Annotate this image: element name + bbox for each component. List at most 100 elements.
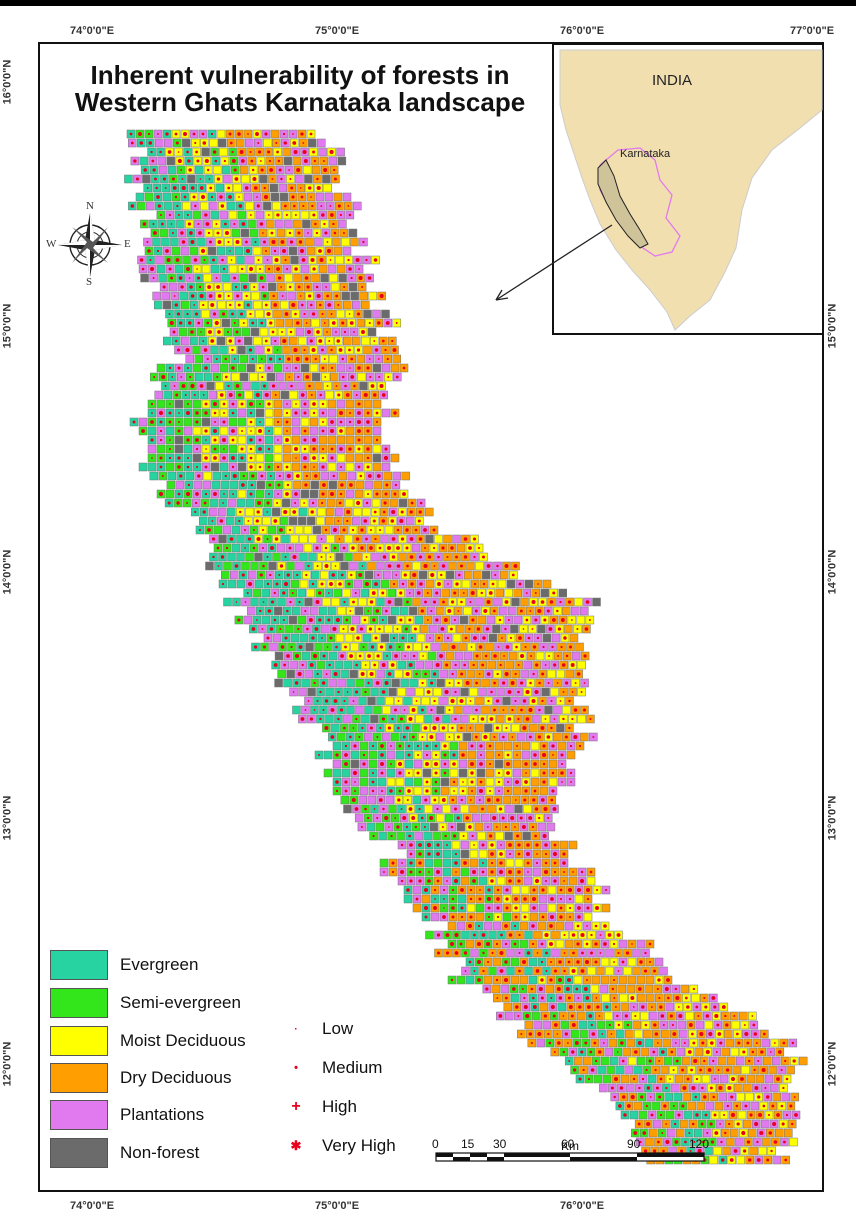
vulnerability-marker	[253, 286, 256, 288]
vulnerability-marker	[198, 285, 202, 289]
grid-cell	[764, 1074, 774, 1084]
vulnerability-marker	[222, 420, 226, 424]
vulnerability-marker	[521, 825, 526, 829]
vulnerability-marker	[562, 691, 565, 693]
vulnerability-marker	[390, 745, 392, 747]
vulnerability-marker	[562, 717, 565, 721]
vulnerability-marker	[517, 843, 521, 847]
grid-cell	[344, 552, 353, 562]
grid-cell	[344, 534, 353, 544]
vulnerability-marker	[603, 942, 607, 946]
vulnerability-marker	[464, 970, 467, 972]
vulnerability-marker	[594, 905, 600, 911]
grid-cell	[216, 246, 226, 256]
grid-cell	[677, 1020, 687, 1030]
grid-cell	[302, 219, 311, 229]
vulnerability-marker	[307, 232, 309, 234]
grid-cell	[622, 1047, 632, 1057]
vulnerability-marker	[393, 492, 397, 496]
grid-cell	[632, 966, 641, 976]
vulnerability-marker	[355, 394, 358, 396]
grid-cell	[323, 750, 333, 760]
grid-cell	[261, 588, 270, 598]
vulnerability-marker	[283, 663, 287, 667]
vulnerability-marker	[513, 564, 518, 568]
vulnerability-marker	[498, 869, 504, 875]
grid-cell	[736, 1092, 745, 1102]
grid-cell	[381, 462, 391, 472]
vulnerability-marker	[508, 879, 512, 883]
vulnerability-marker	[519, 816, 523, 820]
vulnerability-marker	[142, 222, 147, 226]
vulnerability-marker	[236, 294, 240, 298]
vulnerability-marker	[415, 897, 419, 901]
vulnerability-marker	[758, 1113, 762, 1117]
vulnerability-marker	[257, 150, 262, 154]
grid-cell	[475, 597, 484, 607]
vulnerability-marker	[701, 1041, 705, 1045]
grid-cell	[548, 777, 558, 787]
vulnerability-marker	[257, 258, 260, 262]
grid-cell	[241, 327, 251, 337]
vulnerability-marker	[522, 725, 527, 731]
grid-cell	[664, 1092, 673, 1102]
vulnerability-marker	[303, 438, 307, 442]
vulnerability-marker	[568, 1005, 573, 1009]
vulnerability-marker	[329, 428, 335, 434]
vulnerability-marker	[471, 834, 474, 838]
grid-cell	[319, 606, 328, 616]
vulnerability-marker	[436, 843, 440, 847]
vulnerability-marker	[442, 888, 446, 892]
vulnerability-marker	[192, 132, 196, 136]
vulnerability-marker	[617, 1023, 621, 1027]
vulnerability-marker	[367, 816, 370, 820]
vulnerability-marker	[542, 762, 546, 766]
vulnerability-marker	[577, 997, 580, 999]
vulnerability-marker	[544, 852, 548, 856]
grid-cell	[574, 597, 583, 607]
grid-cell	[644, 1038, 654, 1048]
vulnerability-marker	[443, 771, 447, 775]
vulnerability-marker	[544, 861, 548, 865]
grid-cell	[362, 633, 372, 643]
grid-cell	[605, 948, 614, 958]
vulnerability-marker	[188, 321, 192, 325]
vulnerability-marker	[285, 411, 289, 415]
grid-cell	[247, 606, 256, 616]
grid-cell	[599, 1083, 608, 1093]
grid-cell	[506, 966, 515, 976]
vulnerability-marker	[504, 627, 507, 631]
vulnerability-marker	[586, 1005, 591, 1009]
vulnerability-marker	[540, 726, 545, 730]
grid-cell	[239, 273, 248, 283]
vulnerability-marker	[611, 987, 615, 991]
vulnerability-marker	[387, 726, 392, 730]
grid-cell	[436, 678, 445, 688]
vulnerability-marker	[348, 447, 352, 451]
grid-cell	[333, 246, 343, 256]
vulnerability-marker	[308, 186, 312, 190]
grid-cell	[496, 876, 506, 886]
vulnerability-marker	[223, 412, 225, 414]
vulnerability-marker	[475, 654, 479, 658]
vulnerability-marker	[495, 726, 499, 730]
vulnerability-marker	[434, 780, 438, 784]
vulnerability-marker	[557, 655, 560, 657]
vulnerability-marker	[402, 735, 406, 739]
vulnerability-marker	[460, 906, 464, 910]
vulnerability-marker	[188, 277, 191, 279]
vulnerability-marker	[217, 330, 221, 334]
vulnerability-marker	[286, 483, 290, 487]
vulnerability-marker	[532, 897, 536, 901]
grid-cell	[231, 372, 240, 382]
vulnerability-marker	[235, 240, 240, 244]
vulnerability-marker	[384, 447, 388, 451]
grid-cell	[546, 822, 556, 832]
grid-cell	[380, 534, 389, 544]
vulnerability-marker	[381, 591, 385, 595]
grid-cell	[227, 498, 237, 508]
vulnerability-marker	[238, 204, 243, 208]
vulnerability-marker	[504, 960, 508, 964]
grid-cell	[492, 921, 502, 931]
vulnerability-marker	[357, 366, 361, 370]
